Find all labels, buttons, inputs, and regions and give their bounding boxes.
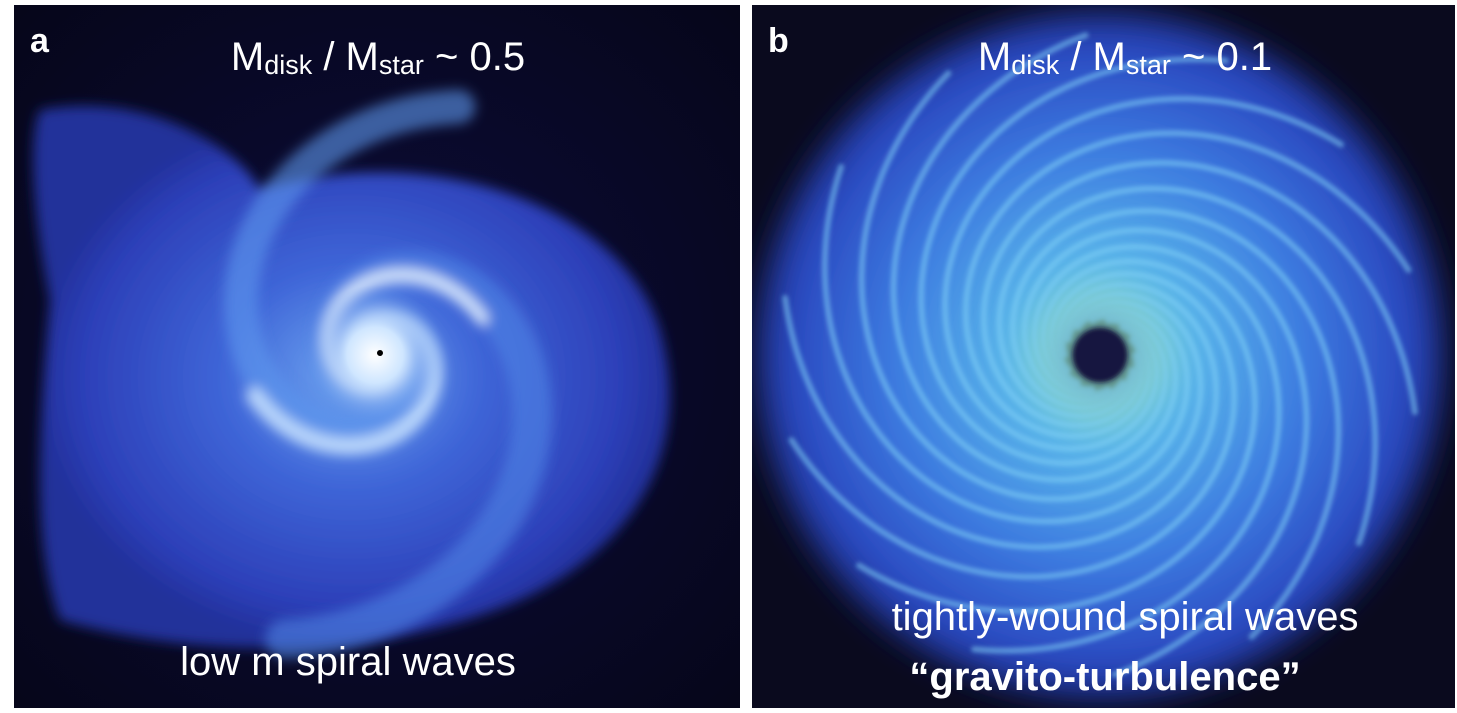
figure: a Mdisk / Mstar ~ 0.5 low m spiral waves… — [0, 0, 1457, 713]
panel-caption: tightly-wound spiral waves — [892, 595, 1359, 639]
core — [305, 285, 445, 425]
star — [377, 350, 383, 356]
title-subscript: disk — [264, 50, 313, 80]
title-part: M — [231, 35, 264, 79]
title-part: ~ 0.5 — [424, 35, 525, 79]
title-subscript: star — [379, 50, 424, 80]
title-part: / M — [1059, 35, 1126, 79]
title-part: M — [978, 35, 1011, 79]
title-subscript: disk — [1011, 50, 1060, 80]
title-part: ~ 0.1 — [1171, 35, 1272, 79]
inner-hole — [1073, 328, 1127, 382]
panel-label: a — [30, 22, 50, 60]
title-part: / M — [312, 35, 379, 79]
title-subscript: star — [1126, 50, 1171, 80]
panel-a — [14, 5, 740, 708]
panel-label: b — [768, 22, 789, 60]
page: a Mdisk / Mstar ~ 0.5 low m spiral waves… — [0, 0, 1457, 713]
panel-caption-bold: “gravito-turbulence” — [909, 655, 1300, 699]
panel-caption: low m spiral waves — [180, 640, 516, 684]
